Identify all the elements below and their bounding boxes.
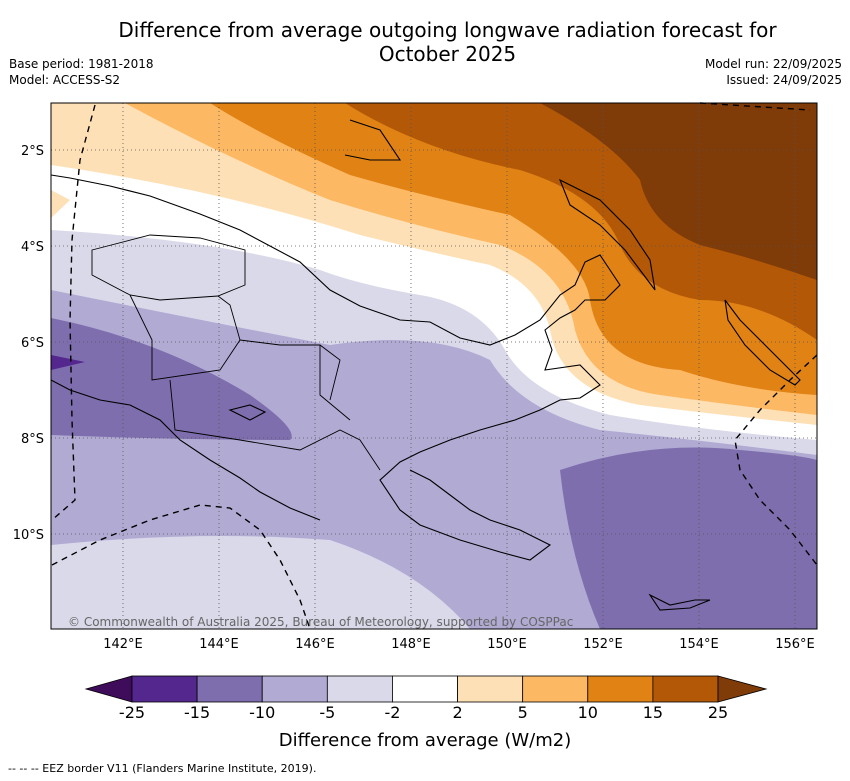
lat-label: 4°S: [21, 240, 44, 255]
province-borders: [91, 234, 381, 471]
eez-borders: [51, 102, 818, 630]
lon-label: 154°E: [679, 637, 719, 652]
meta-left: Base period: 1981-2018 Model: ACCESS-S2: [9, 56, 154, 88]
lon-label: 156°E: [775, 637, 815, 652]
colorbar-segment: [392, 675, 458, 703]
model-name: Model: ACCESS-S2: [9, 73, 121, 87]
map-frame: [50, 102, 818, 630]
colorbar-segment: [587, 675, 654, 703]
colorbar-tick-label: -25: [118, 703, 146, 722]
copyright-credit: © Commonwealth of Australia 2025, Bureau…: [68, 615, 573, 629]
colorbar-tick-label: 15: [642, 703, 664, 722]
colorbar-tick-label: -2: [384, 703, 401, 722]
lat-label: 6°S: [21, 336, 44, 351]
colorbar-segment: [326, 675, 393, 703]
issued-date: Issued: 24/09/2025: [726, 73, 842, 87]
colorbar-tick-label: -15: [184, 703, 211, 722]
colorbar-extend-high: [717, 675, 768, 703]
lon-label: 152°E: [583, 637, 623, 652]
coastlines: [51, 119, 801, 611]
colorbar-tick-label: 5: [517, 703, 528, 722]
lon-label: 150°E: [487, 637, 527, 652]
colorbar-segment: [652, 675, 719, 703]
lat-label: 10°S: [13, 528, 44, 543]
base-period: Base period: 1981-2018: [9, 57, 154, 71]
colorbar-segment: [196, 675, 263, 703]
colorbar-tick-label: 10: [577, 703, 598, 722]
lon-label: 146°E: [295, 637, 335, 652]
title-line-1: Difference from average outgoing longwav…: [118, 18, 777, 42]
eez-legend: -- -- -- EEZ border V11 (Flanders Marine…: [8, 762, 317, 775]
colorbar-tick-label: 2: [452, 703, 463, 722]
colorbar-segment: [457, 675, 524, 703]
lat-labels: 2°S 4°S 6°S 8°S 10°S: [13, 144, 44, 543]
anomaly-field: [51, 103, 817, 629]
lon-label: 148°E: [391, 637, 431, 652]
title-line-2: October 2025: [378, 42, 517, 66]
colorbar-extend-low: [84, 675, 133, 703]
colorbar-segment: [131, 675, 198, 703]
lon-label: 142°E: [103, 637, 143, 652]
colorbar-title: Difference from average (W/m2): [278, 730, 572, 751]
colorbar-segment: [261, 675, 328, 703]
colorbar-tick-label: -5: [319, 703, 336, 722]
colorbar-tick-label: 25: [707, 703, 729, 722]
chart-title: Difference from average outgoing longwav…: [95, 18, 800, 66]
colorbar: [84, 675, 768, 703]
lat-label: 8°S: [21, 432, 44, 447]
model-run: Model run: 22/09/2025: [704, 57, 842, 71]
lon-labels: 142°E 144°E 146°E 148°E 150°E 152°E 154°…: [103, 637, 815, 652]
lon-label: 144°E: [199, 637, 239, 652]
lat-label: 2°S: [21, 144, 44, 159]
colorbar-tick-label: -10: [249, 703, 276, 722]
colorbar-segment: [522, 675, 589, 703]
meta-right: Model run: 22/09/2025 Issued: 24/09/2025: [705, 56, 842, 88]
